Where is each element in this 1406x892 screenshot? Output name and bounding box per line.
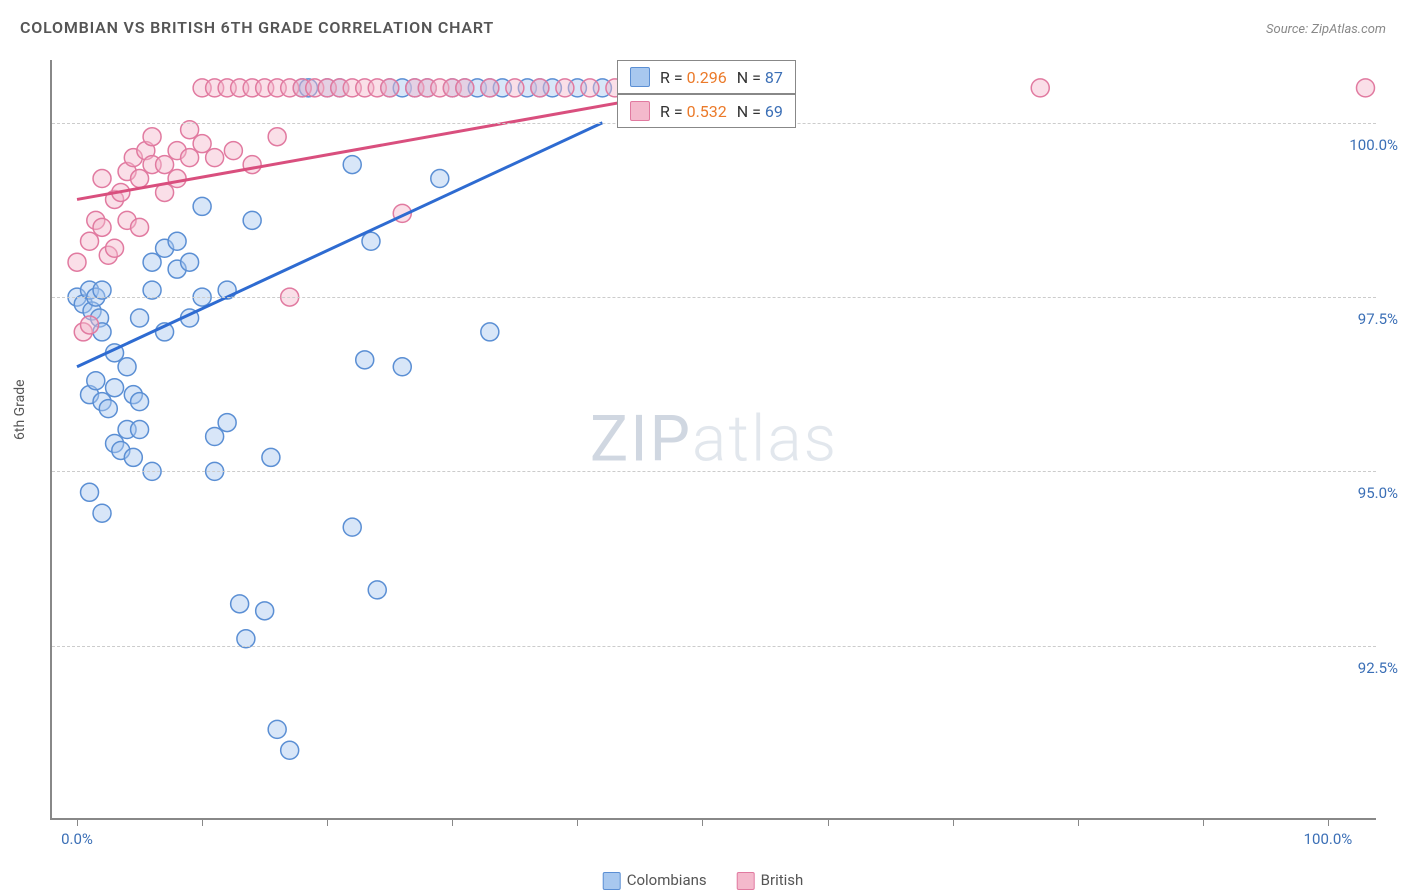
scatter-point bbox=[193, 197, 211, 215]
xtick bbox=[77, 818, 78, 826]
stat-box: R = 0.296 N = 87 bbox=[617, 60, 796, 94]
scatter-point bbox=[93, 504, 111, 522]
scatter-point bbox=[218, 414, 236, 432]
scatter-point bbox=[81, 316, 99, 334]
xtick bbox=[702, 818, 703, 826]
y-axis-label: 6th Grade bbox=[12, 379, 28, 440]
stat-r-label: R = 0.296 bbox=[660, 68, 727, 87]
scatter-point bbox=[156, 156, 174, 174]
stat-box: R = 0.532 N = 69 bbox=[617, 94, 796, 128]
scatter-point bbox=[131, 170, 149, 188]
legend-swatch bbox=[630, 67, 650, 87]
scatter-point bbox=[206, 149, 224, 167]
stat-n-label: N = 69 bbox=[737, 102, 783, 121]
scatter-point bbox=[531, 79, 549, 97]
scatter-point bbox=[168, 232, 186, 250]
scatter-point bbox=[506, 79, 524, 97]
xtick bbox=[452, 818, 453, 826]
scatter-point bbox=[93, 170, 111, 188]
xtick bbox=[1078, 818, 1079, 826]
scatter-point bbox=[356, 351, 374, 369]
legend-item: Colombians bbox=[603, 871, 707, 890]
xtick bbox=[577, 818, 578, 826]
scatter-point bbox=[393, 358, 411, 376]
scatter-point bbox=[131, 218, 149, 236]
ytick-label: 100.0% bbox=[1349, 136, 1398, 154]
scatter-point bbox=[243, 156, 261, 174]
scatter-point bbox=[1356, 79, 1374, 97]
stat-r-label: R = 0.532 bbox=[660, 102, 727, 121]
scatter-point bbox=[256, 602, 274, 620]
scatter-point bbox=[481, 79, 499, 97]
scatter-point bbox=[581, 79, 599, 97]
scatter-point bbox=[431, 170, 449, 188]
scatter-point bbox=[124, 448, 142, 466]
xtick bbox=[953, 818, 954, 826]
scatter-point bbox=[243, 211, 261, 229]
scatter-point bbox=[556, 79, 574, 97]
ytick-label: 92.5% bbox=[1358, 659, 1398, 677]
xtick bbox=[202, 818, 203, 826]
legend-swatch bbox=[630, 101, 650, 121]
scatter-point bbox=[268, 128, 286, 146]
xtick bbox=[1203, 818, 1204, 826]
stat-n-label: N = 87 bbox=[737, 68, 783, 87]
scatter-point bbox=[81, 232, 99, 250]
xtick bbox=[1328, 818, 1329, 826]
scatter-point bbox=[368, 581, 386, 599]
legend-item: British bbox=[737, 871, 804, 890]
xtick bbox=[828, 818, 829, 826]
xtick-label: 0.0% bbox=[61, 830, 93, 848]
scatter-point bbox=[456, 79, 474, 97]
source-label: Source: ZipAtlas.com bbox=[1266, 22, 1386, 37]
scatter-point bbox=[143, 253, 161, 271]
scatter-point bbox=[81, 483, 99, 501]
xtick-label: 100.0% bbox=[1304, 830, 1353, 848]
scatter-point bbox=[68, 253, 86, 271]
ytick-label: 97.5% bbox=[1358, 310, 1398, 328]
legend-bottom: Colombians British bbox=[603, 871, 804, 890]
scatter-point bbox=[131, 421, 149, 439]
scatter-point bbox=[281, 741, 299, 759]
scatter-point bbox=[381, 79, 399, 97]
scatter-point bbox=[481, 323, 499, 341]
scatter-point bbox=[181, 149, 199, 167]
legend-swatch bbox=[603, 872, 621, 890]
scatter-point bbox=[268, 720, 286, 738]
scatter-point bbox=[1031, 79, 1049, 97]
scatter-point bbox=[343, 156, 361, 174]
scatter-point bbox=[224, 142, 242, 160]
scatter-point bbox=[343, 518, 361, 536]
scatter-point bbox=[118, 358, 136, 376]
ytick-label: 95.0% bbox=[1358, 484, 1398, 502]
scatter-point bbox=[106, 379, 124, 397]
scatter-point bbox=[362, 232, 380, 250]
chart-svg bbox=[52, 60, 1376, 818]
scatter-point bbox=[231, 595, 249, 613]
xtick bbox=[327, 818, 328, 826]
scatter-point bbox=[168, 170, 186, 188]
scatter-point bbox=[131, 309, 149, 327]
scatter-point bbox=[193, 135, 211, 153]
scatter-point bbox=[99, 400, 117, 418]
legend-swatch bbox=[737, 872, 755, 890]
scatter-point bbox=[87, 372, 105, 390]
gridline-h bbox=[52, 471, 1376, 472]
chart-title: COLOMBIAN VS BRITISH 6TH GRADE CORRELATI… bbox=[20, 18, 494, 37]
scatter-point bbox=[131, 393, 149, 411]
gridline-h bbox=[52, 646, 1376, 647]
scatter-point bbox=[93, 218, 111, 236]
plot-area: ZIPatlas 0.0%100.0%R = 0.296N = 87R = 0.… bbox=[50, 60, 1376, 820]
gridline-h bbox=[52, 297, 1376, 298]
scatter-point bbox=[262, 448, 280, 466]
scatter-point bbox=[143, 128, 161, 146]
scatter-point bbox=[181, 253, 199, 271]
scatter-point bbox=[106, 239, 124, 257]
scatter-point bbox=[206, 428, 224, 446]
